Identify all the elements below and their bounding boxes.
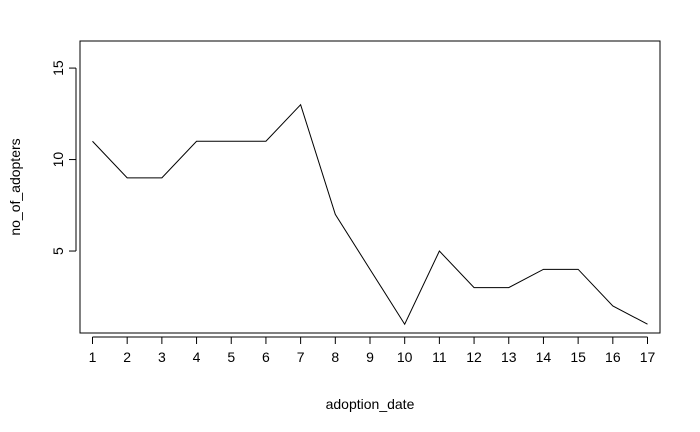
x-tick-label: 4 <box>193 349 201 365</box>
x-tick-label: 13 <box>501 349 517 365</box>
x-tick-label: 1 <box>89 349 97 365</box>
x-tick-label: 10 <box>397 349 413 365</box>
series-layer <box>92 103 648 326</box>
series-line <box>92 103 648 326</box>
y-axis: 5 10 15 <box>50 60 77 255</box>
x-tick-label: 7 <box>297 349 305 365</box>
y-axis-title: no_of_adopters <box>7 138 23 235</box>
y-tick-label: 5 <box>50 247 66 255</box>
x-tick-label: 3 <box>158 349 166 365</box>
x-tick-label: 2 <box>123 349 131 365</box>
x-tick-label: 5 <box>227 349 235 365</box>
plot-frame <box>79 40 661 334</box>
x-tick-label: 16 <box>605 349 621 365</box>
x-tick-label: 9 <box>366 349 374 365</box>
x-tick-label: 8 <box>331 349 339 365</box>
x-tick-label: 14 <box>536 349 552 365</box>
x-axis-title: adoption_date <box>326 396 415 412</box>
x-tick-label: 15 <box>570 349 586 365</box>
y-tick-label: 10 <box>50 152 66 168</box>
y-tick-label: 15 <box>50 60 66 76</box>
x-tick-label: 12 <box>466 349 482 365</box>
x-tick-label: 11 <box>432 349 447 365</box>
x-axis: 1 2 3 4 5 6 7 8 9 10 11 12 13 14 15 16 17 <box>89 336 656 365</box>
x-tick-label: 6 <box>262 349 270 365</box>
x-tick-label: 17 <box>640 349 656 365</box>
